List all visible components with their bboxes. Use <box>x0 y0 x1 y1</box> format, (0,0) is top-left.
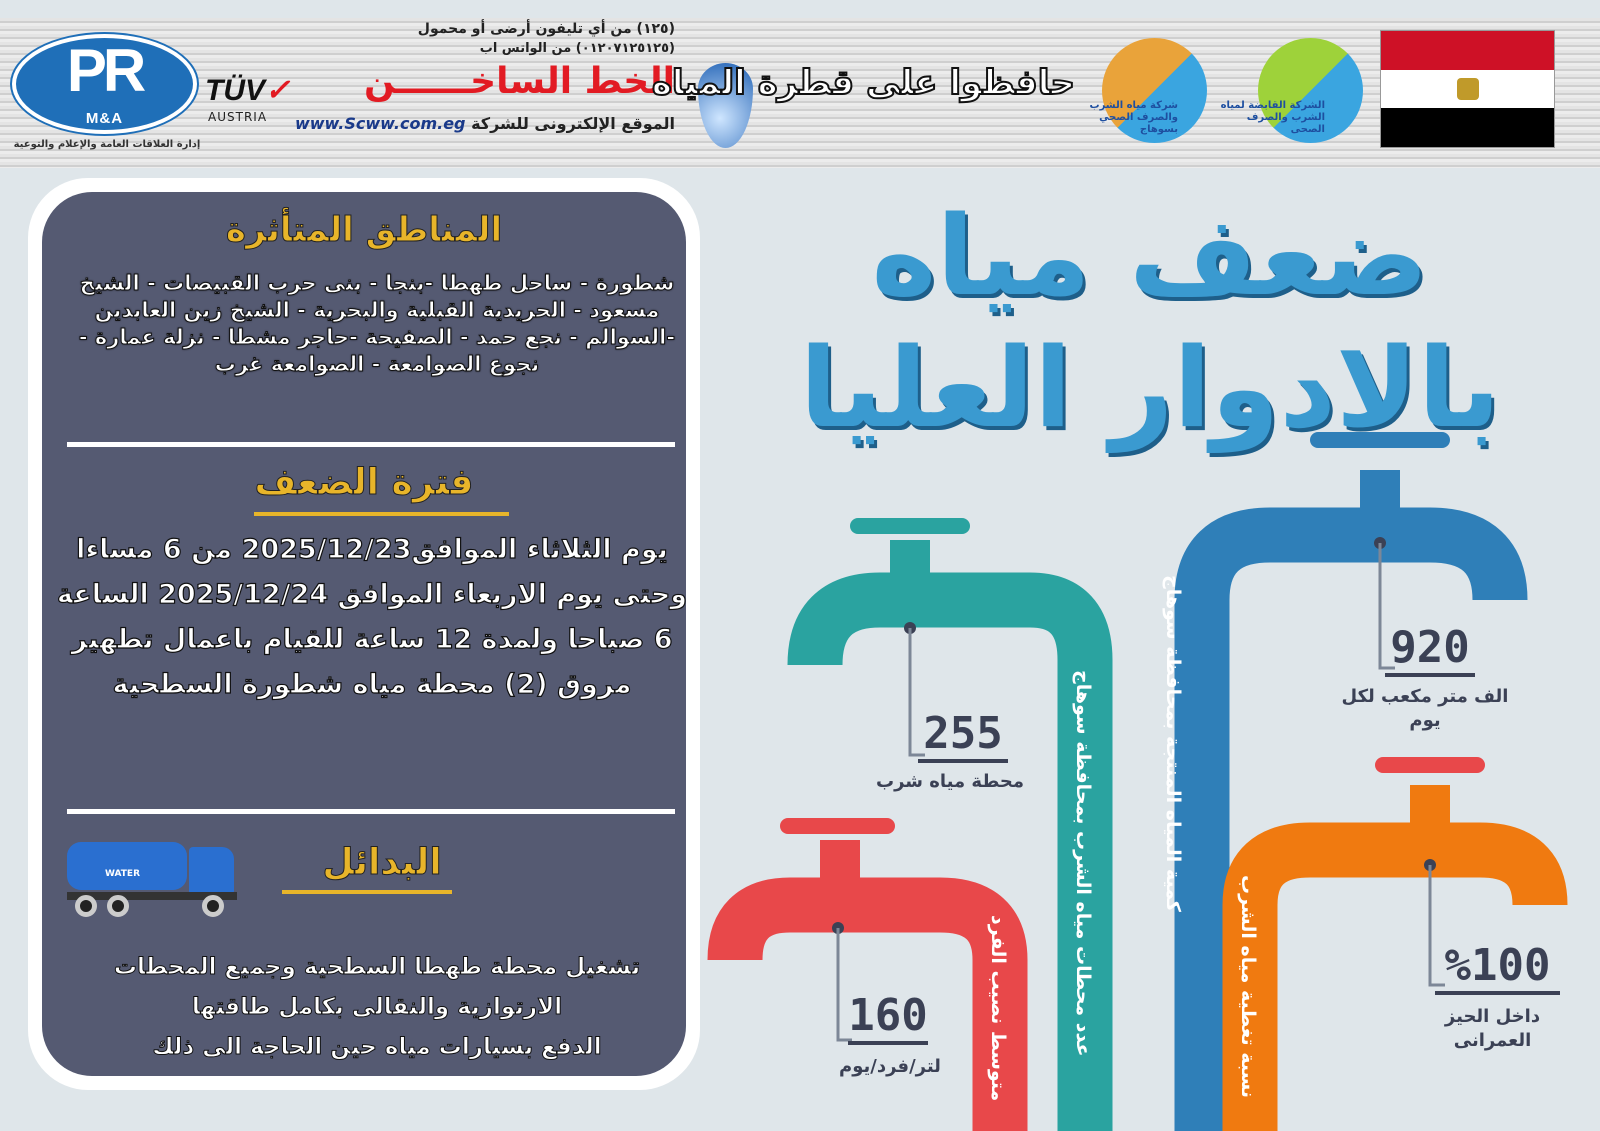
pr-logo-sub: M&A <box>85 110 124 127</box>
truck-label: WATER <box>105 869 141 879</box>
tuv-country: AUSTRIA <box>208 110 268 124</box>
stat-label-per-capita: متوسط نصيب الفرد <box>987 915 1009 1102</box>
website-link[interactable]: www.Scww.com.eg <box>294 114 466 133</box>
eagle-emblem-icon <box>1457 77 1479 100</box>
stat-label-water-produced: كمية المياه المنتجة بمحافظة سوهاج <box>1162 575 1184 912</box>
alternative-item: الدفع بسيارات مياه حين الحاجة الى ذلك <box>152 1034 602 1061</box>
tuv-logo: TÜV✓ <box>205 73 290 108</box>
faucet-orange-icon <box>1222 757 1568 1131</box>
slogan: حافظوا على قطرة المياه <box>651 62 1076 104</box>
pr-caption: إدارة العلاقات العامة والإعلام والتوعية <box>13 139 201 150</box>
period-underline <box>254 512 509 516</box>
main-title: ضعف مياه بالادوار العليا <box>799 192 1503 452</box>
header-banner: PR M&A إدارة العلاقات العامة والإعلام وا… <box>0 18 1600 168</box>
areas-title: المناطق المتأثرة <box>225 210 503 251</box>
egypt-flag <box>1380 30 1555 148</box>
hotline-title: الخط الساخــــــن <box>363 61 675 102</box>
stat-unit-stations: محطة مياه شرب <box>876 771 1024 792</box>
stat-unit-water-produced: الف متر مكعب لكل يوم <box>1341 686 1509 731</box>
areas-list: شطورة - ساحل طهطا -بنجا - بنى حرب القبيص… <box>78 271 676 377</box>
website-label: الموقع الإلكترونى للشركة <box>471 114 675 133</box>
info-panel: المناطق المتأثرة شطورة - ساحل طهطا -بنجا… <box>28 178 700 1090</box>
stat-label-coverage: نسبة تغطية مياه الشرب <box>1237 875 1259 1098</box>
whatsapp-number: (٠١٢٠٧١٢٥١٢٥) من الواتس اب <box>479 41 675 56</box>
tuv-check-icon: ✓ <box>265 74 291 107</box>
divider <box>67 442 675 447</box>
faucet-red-icon <box>707 818 1028 1131</box>
stat-value-stations: 255 <box>918 708 1008 763</box>
stat-value-water-produced: 920 <box>1385 622 1475 677</box>
faucet-teal-icon <box>787 518 1113 1131</box>
alternatives-title: البدائل <box>322 842 442 884</box>
divider <box>67 809 675 814</box>
faucet-blue-icon <box>1174 432 1528 1131</box>
water-truck-icon: WATER <box>67 837 242 917</box>
alternative-item: الارتوازية والنقالى بكامل طاقتها <box>191 994 563 1021</box>
period-title: فترة الضعف <box>254 462 474 504</box>
stat-unit-per-capita: لتر/فرد/يوم <box>839 1056 941 1077</box>
stat-value-coverage: %100 <box>1435 940 1560 995</box>
alternatives-underline <box>282 890 452 894</box>
hotline-top-line: (١٢٥) من أي تليفون أرضى أو محمول <box>417 21 675 37</box>
stat-value-per-capita: 160 <box>848 990 928 1045</box>
sohag-company-logo <box>1102 38 1207 143</box>
sohag-logo-text: شركة مياه الشرب والصرف الصحي بسوهاج <box>1089 100 1178 135</box>
stat-unit-coverage: داخل الحيز العمرانى <box>1444 1006 1541 1051</box>
period-text: يوم الثلاثاء الموافق2025/12/23 من 6 مساء… <box>56 533 688 700</box>
holding-company-logo <box>1258 38 1363 143</box>
tuv-brand: TÜV <box>205 74 265 107</box>
website-line: الموقع الإلكترونى للشركة www.Scww.com.eg <box>290 114 675 134</box>
stat-label-stations: عدد محطات مياه الشرب بمحافظة سوهاج <box>1072 670 1094 1057</box>
pr-logo-letters: PR <box>66 37 146 104</box>
holding-logo-text: الشركة القابضة لمياه الشرب والصرف الصحى <box>1220 100 1325 135</box>
alternatives-list: تشغيل محطة طهطا السطحية وجميع المحطات ال… <box>72 947 682 1067</box>
pr-logo: PR M&A <box>12 34 197 134</box>
alternative-item: تشغيل محطة طهطا السطحية وجميع المحطات <box>113 954 641 981</box>
